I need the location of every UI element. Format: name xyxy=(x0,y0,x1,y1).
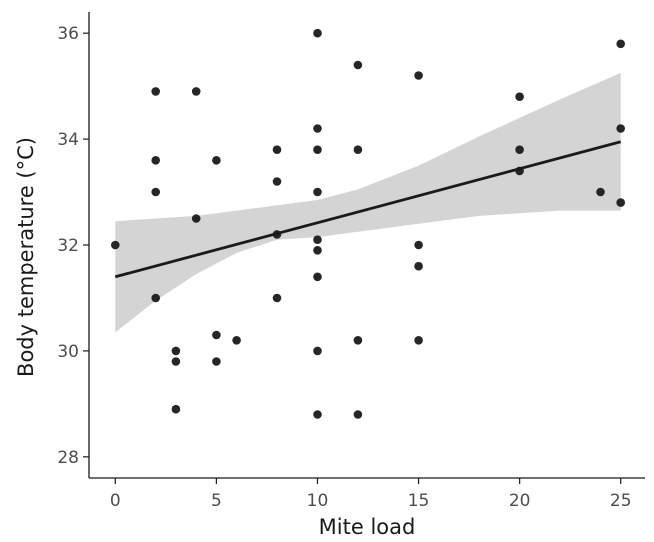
y-tick-label: 30 xyxy=(57,342,79,362)
data-point xyxy=(151,293,160,303)
data-point xyxy=(111,240,120,250)
data-point xyxy=(353,145,363,154)
x-tick-label: 0 xyxy=(110,491,121,511)
data-point xyxy=(151,156,160,165)
y-tick-label: 34 xyxy=(57,130,79,150)
x-tick-label: 20 xyxy=(509,491,531,511)
data-point xyxy=(232,336,241,345)
data-point xyxy=(272,293,282,303)
data-point xyxy=(212,357,221,366)
axes: 0 5 10 15 20 25 28 30 32 34 36 xyxy=(57,12,645,511)
data-point xyxy=(272,230,282,239)
data-point xyxy=(313,187,322,197)
regression-line xyxy=(114,140,622,279)
data-point xyxy=(596,187,605,197)
data-point xyxy=(616,198,625,207)
data-point xyxy=(171,346,181,356)
data-point xyxy=(313,272,322,282)
confidence-band xyxy=(115,72,621,333)
data-point xyxy=(313,28,322,38)
data-point xyxy=(353,336,363,345)
data-point xyxy=(414,261,423,271)
x-axis-title: Mite load xyxy=(319,515,416,539)
x-tick-label: 25 xyxy=(610,491,632,511)
y-tick-label: 36 xyxy=(57,24,79,44)
data-point xyxy=(515,145,524,154)
data-point xyxy=(616,124,625,133)
fit-line-layer xyxy=(114,140,622,279)
data-point xyxy=(212,156,221,165)
y-tick-label: 28 xyxy=(57,448,79,468)
y-tick-label: 32 xyxy=(57,236,79,256)
data-point xyxy=(515,166,524,176)
data-point xyxy=(171,404,181,414)
data-point xyxy=(171,357,181,366)
data-point xyxy=(191,87,201,96)
x-tick-label: 5 xyxy=(211,491,222,511)
data-point xyxy=(313,124,322,133)
x-tick-label: 15 xyxy=(408,491,430,511)
data-point xyxy=(353,60,363,70)
data-points-layer xyxy=(111,28,625,419)
data-point xyxy=(151,187,160,197)
data-point xyxy=(353,410,363,419)
data-point xyxy=(515,92,524,101)
confidence-band-layer xyxy=(115,72,621,333)
data-point xyxy=(272,177,282,186)
data-point xyxy=(151,87,160,96)
x-tick-label: 10 xyxy=(307,491,329,511)
data-point xyxy=(313,235,322,244)
data-point xyxy=(272,145,282,154)
data-point xyxy=(414,240,423,250)
data-point xyxy=(212,330,221,340)
data-point xyxy=(414,336,423,345)
y-axis-title: Body temperature (°C) xyxy=(14,137,38,377)
data-point xyxy=(616,39,625,49)
data-point xyxy=(414,71,423,80)
data-point xyxy=(313,410,322,419)
data-point xyxy=(313,145,322,154)
data-point xyxy=(191,214,201,223)
data-point xyxy=(313,246,322,255)
data-point xyxy=(313,346,322,356)
